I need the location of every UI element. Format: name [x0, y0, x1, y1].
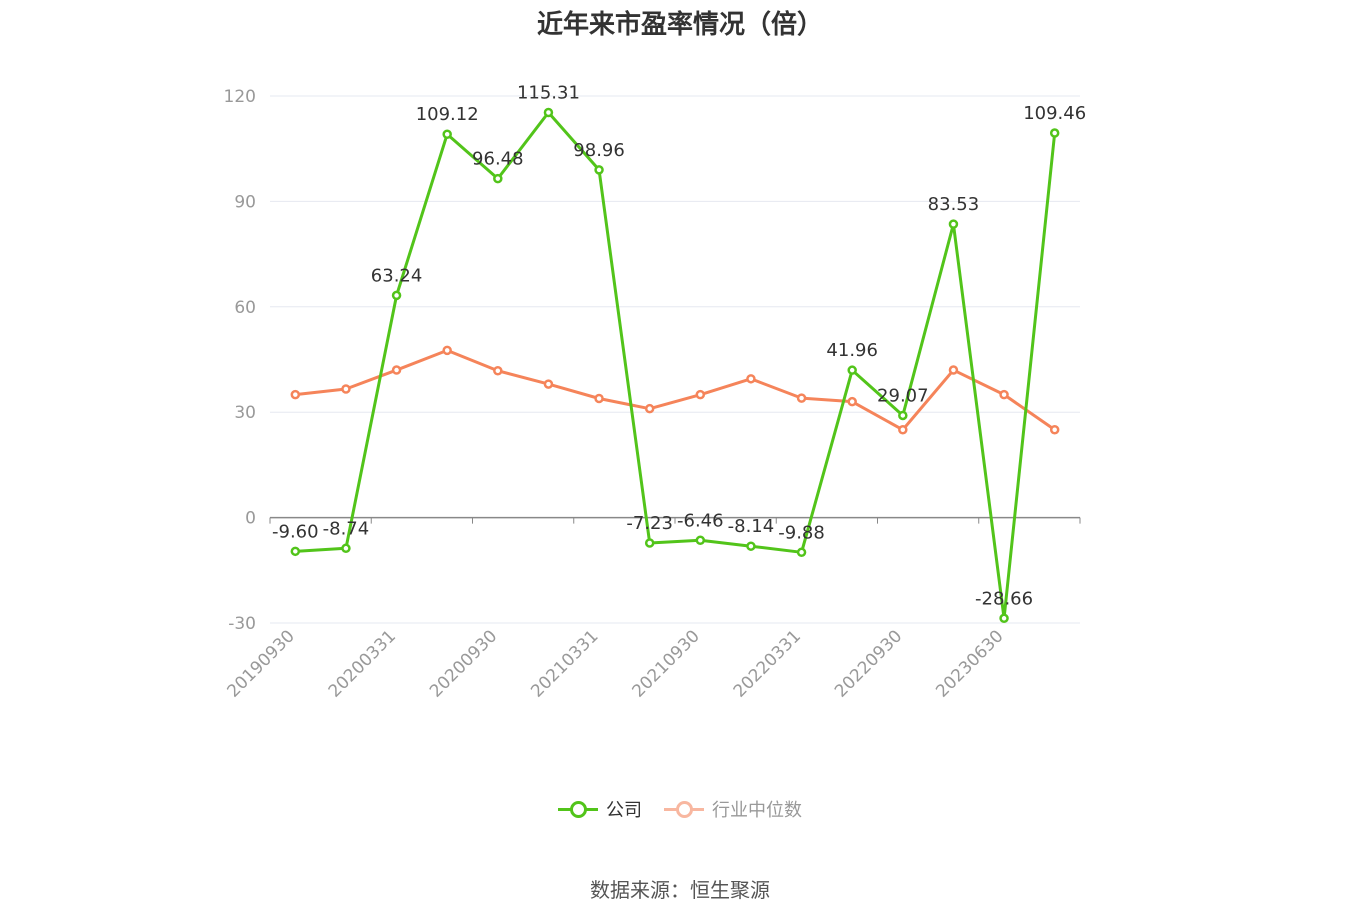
industry-data-point [695, 389, 706, 400]
legend-item-industry[interactable]: 行业中位数 [664, 796, 802, 822]
company-data-point [644, 538, 655, 548]
industry-data-point [644, 403, 655, 414]
industry-data-point [746, 374, 756, 384]
company-data-point [493, 173, 503, 184]
company-data-point [341, 543, 351, 554]
company-data-label: 98.96 [573, 140, 625, 161]
company-data-label: -28.66 [975, 588, 1033, 609]
company-data-point [847, 365, 857, 375]
y-tick-label: 120 [224, 87, 256, 107]
company-data-label: 29.07 [877, 385, 929, 406]
company-series-line [295, 110, 1057, 620]
industry-data-point [796, 393, 807, 403]
company-data-label: 109.12 [416, 104, 479, 125]
company-data-point [999, 613, 1009, 624]
industry-data-point [898, 425, 908, 435]
company-data-label: -8.74 [323, 518, 370, 539]
x-tick-label: 20200331 [325, 626, 400, 701]
x-tick-label: 20210930 [629, 626, 704, 701]
company-data-label: -6.46 [677, 510, 724, 531]
data-source: 数据来源：恒生聚源 [590, 878, 770, 902]
company-data-label: -8.14 [728, 516, 775, 537]
y-tick-label: 30 [234, 403, 256, 423]
company-data-point [695, 535, 706, 546]
company-data-label: -9.60 [272, 521, 319, 542]
company-data-point [746, 541, 756, 551]
industry-data-point [594, 393, 604, 404]
company-data-point [898, 410, 908, 421]
company-data-label: 115.31 [517, 82, 580, 103]
company-data-point [391, 290, 402, 301]
company-data-point [948, 219, 959, 229]
x-tick-label: 20220331 [730, 626, 805, 701]
company-data-label: -7.23 [626, 513, 673, 534]
company-data-label: 96.48 [472, 149, 524, 170]
x-tick-label: 20200930 [426, 626, 501, 701]
company-data-point [594, 165, 604, 175]
industry-data-point [442, 345, 452, 356]
legend-industry-label: 行业中位数 [712, 800, 802, 821]
legend-company-label: 公司 [606, 800, 642, 821]
line-chart: -30 0 30 60 90 120 20190930 20200331 20200930 202… [224, 82, 1087, 701]
company-data-label: 41.96 [826, 340, 878, 361]
legend-company-swatch-icon [558, 801, 598, 818]
industry-data-point [1049, 425, 1060, 435]
y-tick-label: -30 [228, 614, 256, 634]
y-tick-label: 90 [234, 192, 256, 212]
industry-data-point [847, 396, 857, 407]
industry-series-line [295, 348, 1056, 432]
y-tick-label: 60 [234, 298, 256, 318]
y-tick-label: 0 [245, 509, 256, 529]
company-data-point [796, 547, 807, 558]
company-data-point [543, 107, 554, 118]
industry-data-point [493, 365, 503, 376]
company-data-label: 83.53 [928, 194, 980, 215]
industry-data-point [948, 365, 959, 375]
industry-data-point [999, 389, 1009, 400]
legend-item-company[interactable]: 公司 [558, 796, 642, 822]
company-data-label: -9.88 [778, 522, 825, 543]
x-tick-label: 20190930 [224, 626, 299, 701]
x-tick-label: 20220930 [831, 626, 906, 701]
chart-title: 近年来市盈率情况（倍） [536, 10, 823, 40]
company-data-point [290, 546, 301, 557]
company-data-label: 109.46 [1023, 103, 1086, 124]
company-data-point [1049, 128, 1060, 138]
industry-data-point [290, 389, 301, 400]
chart-legend: 公司 行业中位数 [0, 796, 1360, 822]
industry-data-point [391, 365, 402, 375]
x-tick-label: 20230630 [932, 626, 1007, 701]
company-data-label: 63.24 [371, 265, 423, 286]
company-data-point [442, 129, 452, 139]
legend-industry-swatch-icon [664, 801, 704, 818]
industry-data-point [341, 384, 351, 394]
x-tick-label: 20210331 [527, 626, 602, 701]
industry-data-point [543, 379, 554, 389]
